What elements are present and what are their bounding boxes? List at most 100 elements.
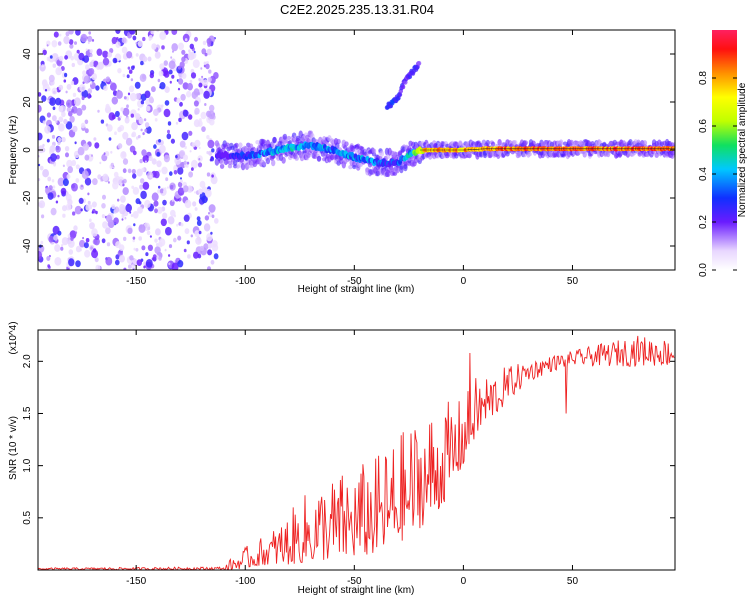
noise-mark (207, 77, 212, 83)
noise-mark (57, 136, 62, 143)
noise-mark (41, 95, 47, 102)
ridge-halo-mark (248, 143, 254, 148)
noise-mark (85, 238, 90, 243)
noise-mark (141, 245, 146, 251)
noise-mark (67, 239, 75, 248)
noise-mark (74, 97, 81, 106)
noise-mark (136, 168, 143, 177)
noise-mark (207, 243, 213, 249)
noise-mark (44, 79, 47, 82)
y-tick-label: 40 (22, 48, 33, 60)
noise-mark (88, 218, 92, 223)
noise-mark (62, 205, 67, 212)
noise-mark (47, 99, 50, 103)
noise-mark (184, 199, 192, 209)
noise-mark (54, 244, 61, 252)
noise-mark (188, 171, 194, 178)
noise-mark (155, 51, 161, 58)
noise-mark (79, 239, 86, 248)
noise-mark (121, 37, 127, 44)
noise-mark (60, 246, 64, 251)
noise-mark (184, 145, 187, 150)
noise-mark (53, 234, 58, 241)
noise-mark (165, 177, 169, 182)
noise-mark (103, 152, 106, 155)
noise-mark (197, 162, 203, 168)
noise-mark (151, 257, 155, 261)
noise-mark (105, 256, 113, 266)
noise-mark (130, 113, 134, 118)
noise-mark (170, 209, 176, 217)
noise-mark (109, 48, 114, 54)
noise-mark (58, 116, 64, 123)
noise-mark (168, 60, 176, 70)
ridge-halo-mark (403, 164, 408, 172)
noise-mark (124, 216, 127, 220)
noise-mark (121, 214, 125, 219)
noise-mark (213, 72, 219, 79)
noise-mark (132, 236, 136, 240)
noise-mark (135, 41, 138, 45)
noise-mark (75, 260, 81, 268)
noise-mark (71, 159, 77, 167)
noise-mark (60, 187, 67, 195)
noise-mark (211, 214, 215, 219)
noise-mark (66, 174, 71, 180)
noise-mark (158, 139, 162, 143)
noise-mark (196, 220, 202, 226)
noise-mark (117, 198, 120, 202)
noise-mark (61, 237, 69, 246)
noise-mark (206, 135, 210, 140)
ridge-halo-mark (286, 135, 292, 141)
noise-mark (63, 118, 68, 125)
noise-mark (205, 198, 208, 201)
noise-mark (66, 106, 72, 113)
ridge-halo-mark (271, 159, 276, 167)
noise-mark (52, 185, 56, 189)
noise-mark (177, 187, 185, 196)
noise-mark (58, 84, 64, 91)
noise-mark (182, 33, 190, 43)
noise-mark (178, 117, 182, 123)
noise-mark (68, 39, 74, 45)
noise-mark (158, 238, 166, 247)
noise-mark (132, 150, 137, 156)
noise-mark (97, 174, 102, 180)
ridge-halo-mark (628, 139, 633, 146)
noise-mark (131, 185, 135, 189)
noise-mark (211, 148, 215, 153)
noise-mark (180, 177, 182, 180)
noise-mark (201, 48, 207, 55)
ridge-halo-mark (344, 141, 349, 147)
noise-mark (173, 170, 178, 175)
noise-mark (186, 185, 193, 193)
noise-mark (206, 172, 211, 177)
x-tick-label: -50 (347, 276, 362, 287)
noise-mark (171, 43, 178, 52)
noise-mark (208, 110, 216, 120)
noise-mark (52, 63, 57, 68)
noise-mark (65, 203, 72, 211)
noise-mark (61, 111, 66, 118)
noise-mark (148, 37, 152, 41)
ridge-halo-mark (558, 139, 564, 146)
noise-mark (66, 83, 72, 90)
noise-mark (89, 53, 93, 58)
noise-mark (96, 48, 103, 56)
noise-mark (200, 67, 203, 70)
noise-mark (123, 236, 127, 241)
noise-mark (116, 175, 120, 181)
noise-mark (84, 154, 90, 161)
noise-mark (74, 141, 77, 145)
noise-mark (168, 262, 171, 266)
noise-mark (82, 81, 85, 84)
noise-mark (91, 201, 97, 208)
snr-series-line (38, 335, 675, 570)
noise-mark (139, 159, 143, 164)
noise-mark (176, 97, 181, 104)
noise-mark (91, 73, 97, 81)
noise-mark (44, 88, 48, 92)
noise-mark (138, 224, 146, 233)
noise-mark (161, 104, 164, 108)
noise-mark (80, 122, 86, 129)
